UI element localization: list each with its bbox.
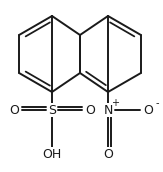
Text: OH: OH	[42, 148, 62, 160]
Text: O: O	[143, 104, 153, 116]
Text: -: -	[155, 98, 159, 108]
Text: O: O	[103, 148, 113, 160]
Text: +: +	[111, 98, 119, 108]
Text: S: S	[48, 104, 56, 116]
Text: N: N	[103, 104, 113, 116]
Text: O: O	[85, 104, 95, 116]
Text: O: O	[9, 104, 19, 116]
